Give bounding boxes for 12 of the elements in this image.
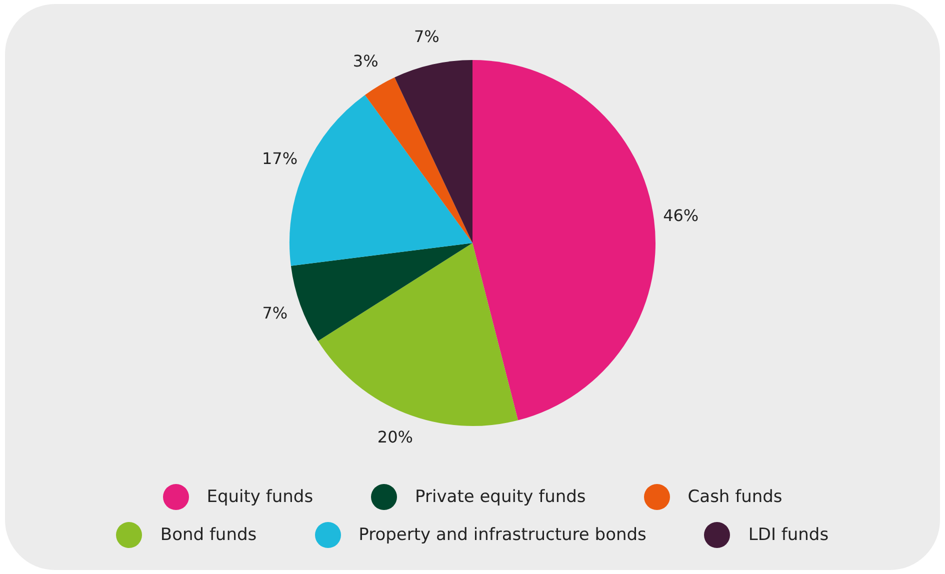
data-label: 20% (377, 427, 413, 446)
data-label: 3% (352, 51, 378, 70)
legend-label: Equity funds (206, 487, 314, 507)
data-label: 7% (414, 27, 440, 46)
legend-label: LDI funds (748, 525, 829, 545)
legend-label: Cash funds (688, 487, 782, 507)
legend-label: Bond funds (160, 525, 257, 545)
legend-label: Property and infrastructure bonds (358, 525, 646, 545)
data-label: 7% (262, 303, 288, 322)
data-label: 17% (262, 148, 298, 168)
data-label: 46% (663, 206, 699, 225)
legend-label: Private equity funds (415, 487, 586, 507)
